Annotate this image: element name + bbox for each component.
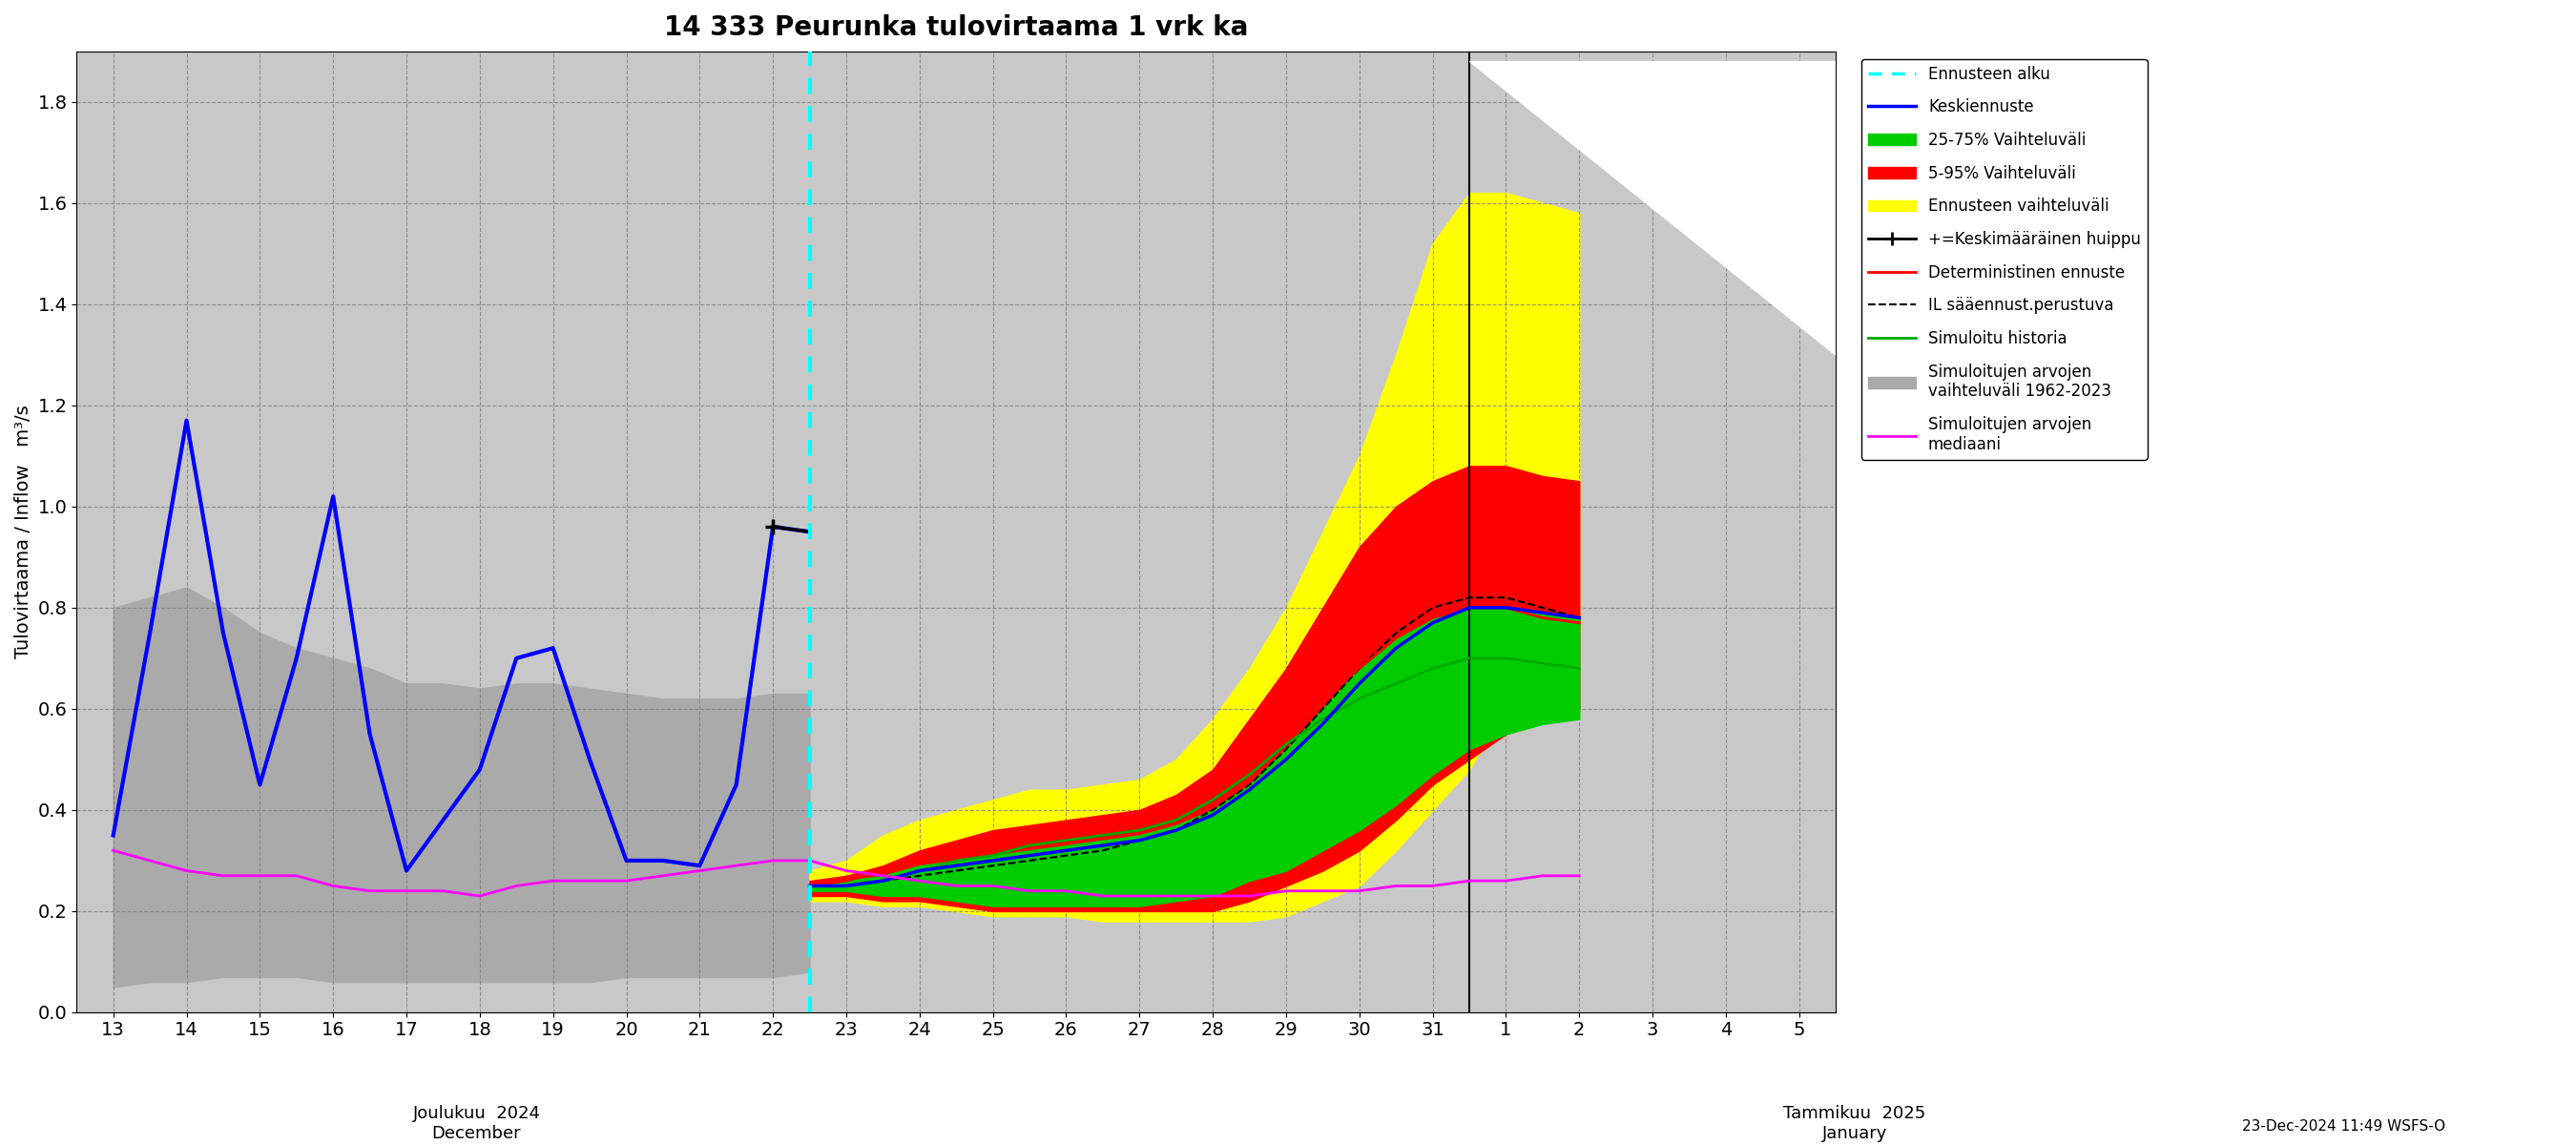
Legend: Ennusteen alku, Keskiennuste, 25-75% Vaihteluväli, 5-95% Vaihteluväli, Ennusteen: Ennusteen alku, Keskiennuste, 25-75% Vai…	[1862, 60, 2148, 459]
Text: 23-Dec-2024 11:49 WSFS-O: 23-Dec-2024 11:49 WSFS-O	[2244, 1120, 2445, 1134]
Y-axis label: Tulovirtaama / Inflow   m³/s: Tulovirtaama / Inflow m³/s	[15, 405, 33, 658]
Text: Tammikuu  2025
January: Tammikuu 2025 January	[1783, 1105, 1927, 1142]
Polygon shape	[1468, 62, 1837, 355]
Title: 14 333 Peurunka tulovirtaama 1 vrk ka: 14 333 Peurunka tulovirtaama 1 vrk ka	[665, 14, 1249, 41]
Text: Joulukuu  2024
December: Joulukuu 2024 December	[412, 1105, 541, 1142]
